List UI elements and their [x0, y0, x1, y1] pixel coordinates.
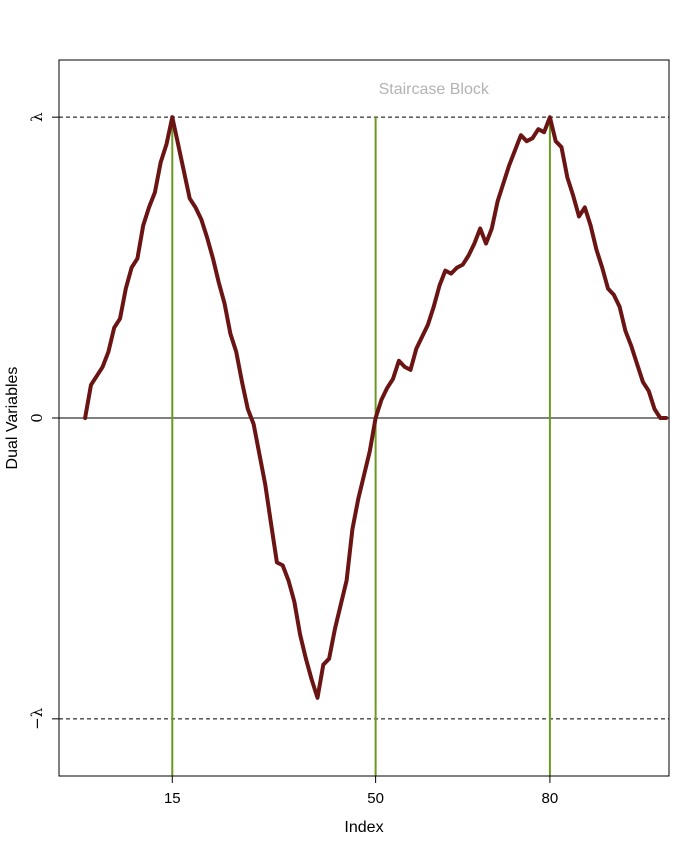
reference-lines [59, 116, 669, 720]
series-line-0 [83, 115, 669, 700]
y-tick-label-1: 0 [28, 413, 46, 423]
x-tick-label-50: 50 [367, 790, 384, 807]
y-axis: −λ 0 λ [28, 112, 59, 730]
vertical-markers [171, 117, 551, 776]
x-axis: 15 50 80 [164, 776, 558, 807]
series-layer [83, 115, 669, 700]
x-axis-title: Index [344, 819, 383, 836]
x-tick-label-80: 80 [542, 790, 559, 807]
chart-annotation: Staircase Block [379, 81, 490, 98]
x-tick-label-15: 15 [164, 790, 181, 807]
y-axis-title: Dual Variables [4, 367, 21, 470]
y-tick-label-2: λ [28, 112, 46, 122]
y-tick-label-0: −λ [28, 707, 46, 730]
